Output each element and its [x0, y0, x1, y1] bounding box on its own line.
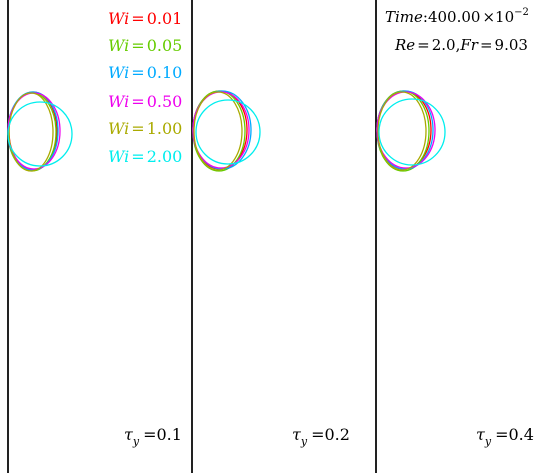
panel-2-bubble-wi-1.00: [193, 91, 243, 171]
legend-entry-2: Wi = 0.05: [108, 36, 182, 55]
panel-2-tau-label: τy =0.2: [292, 425, 350, 448]
panel-1-bubble-wi-1.00: [8, 92, 54, 172]
legend-entry-5: Wi = 1.00: [108, 119, 182, 138]
legend-entry-3: Wi = 0.10: [108, 63, 182, 82]
panel-2-bubbles: [192, 90, 261, 172]
panel-3-bubble-wi-1.00: [377, 91, 427, 171]
panel-1: τy =0.1: [7, 0, 182, 473]
legend-entry-6: Wi = 2.00: [108, 147, 182, 166]
panel-3: τy =0.4: [375, 0, 534, 473]
panel-2: τy =0.2: [191, 0, 350, 473]
panel-1-bubbles: [7, 91, 73, 172]
simulation-info: Time:400.00 ×10−2 Re = 2.0,Fr = 9.03: [385, 7, 529, 54]
legend-entry-4: Wi = 0.50: [108, 92, 182, 111]
re-fr-readout: Re = 2.0,Fr = 9.03: [394, 36, 528, 54]
panel-1-tau-label: τy =0.1: [124, 425, 182, 448]
legend-entry-1: Wi = 0.01: [108, 9, 182, 28]
wi-legend: Wi = 0.01 Wi = 0.05 Wi = 0.10 Wi = 0.50 Wi = 1.00 …: [108, 9, 182, 166]
panel-3-bubble-wi-2.00: [378, 98, 446, 166]
time-readout: Time:400.00 ×10−2: [385, 7, 529, 26]
panel-1-bubble-wi-2.00: [7, 101, 73, 167]
panel-2-bubble-wi-2.00: [195, 99, 261, 165]
panel-3-bubbles: [376, 90, 446, 172]
panel-3-tau-label: τy =0.4: [476, 425, 534, 448]
